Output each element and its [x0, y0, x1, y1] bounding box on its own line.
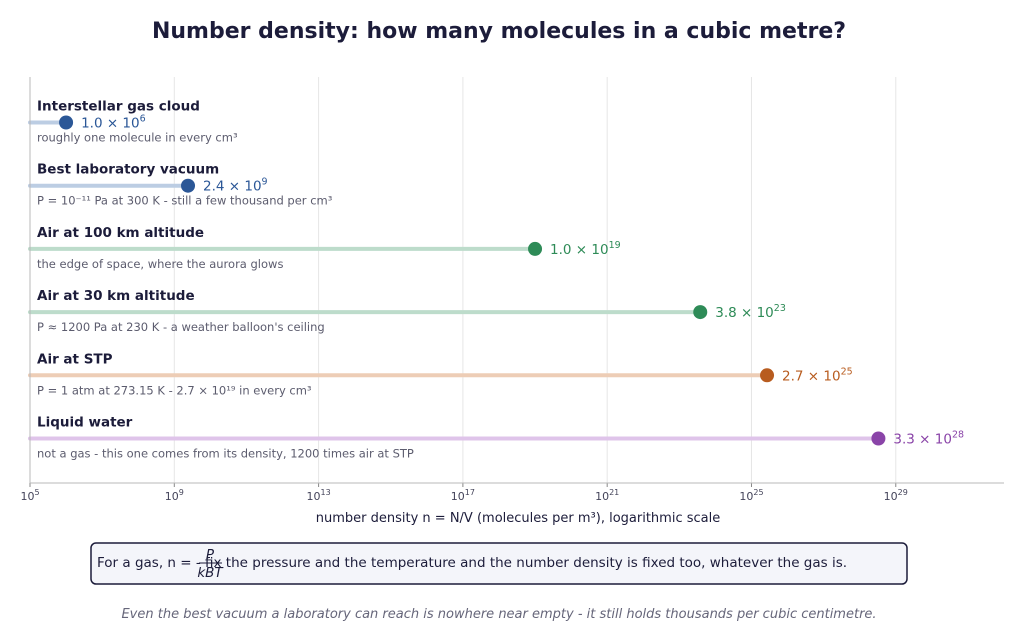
x-tick-label: 105 — [20, 488, 39, 503]
x-tick-label: 1021 — [595, 488, 619, 503]
row-dot — [528, 241, 543, 256]
x-axis-label: number density n = N/V (molecules per m³… — [316, 511, 720, 526]
data-row: Air at 100 km altitude 1.0 × 1019 the edge… — [28, 225, 621, 271]
row-dot — [693, 305, 708, 320]
row-note: P = 1 atm at 273.15 K - 2.7 × 10¹⁹ in ev… — [37, 383, 312, 397]
data-row: Air at STP 2.7 × 1025 P = 1 atm at 273.15 … — [28, 351, 853, 397]
data-row: Air at 30 km altitude 3.8 × 1023 P ≈ 1200 … — [28, 288, 786, 334]
row-label: Liquid water — [37, 415, 133, 431]
row-note: the edge of space, where the aurora glow… — [37, 257, 283, 271]
row-dot — [760, 368, 775, 383]
row-label: Air at 30 km altitude — [37, 288, 195, 304]
row-dot — [871, 431, 886, 446]
formula-text: For a gas, n = - fix the pressure and th… — [97, 555, 847, 571]
row-note: P ≈ 1200 Pa at 230 K - a weather balloon… — [37, 320, 325, 334]
x-axis: 105 109 1013 1017 1021 1025 1029 — [20, 77, 1004, 503]
row-note: P = 10⁻¹¹ Pa at 300 K - still a few thou… — [37, 194, 333, 208]
formula-numerator: P — [206, 547, 215, 563]
x-tick-label: 109 — [165, 488, 184, 503]
row-dot — [181, 178, 196, 193]
chart-title: Number density: how many molecules in a … — [152, 19, 846, 44]
footnote: Even the best vacuum a laboratory can re… — [121, 607, 876, 622]
x-tick-label: 1013 — [306, 488, 330, 503]
row-dot — [59, 115, 74, 130]
row-label: Best laboratory vacuum — [37, 162, 219, 178]
formula-prefix: For a gas, n = — [97, 555, 196, 571]
x-tick-label: 1017 — [451, 488, 475, 503]
formula-denominator: kBT — [197, 565, 224, 581]
data-row: Liquid water 3.3 × 1028 not a gas - this o… — [28, 415, 964, 461]
row-value-label: 2.7 × 1025 — [782, 366, 853, 384]
row-label: Air at 100 km altitude — [37, 225, 204, 241]
row-value-label: 1.0 × 1019 — [550, 240, 621, 258]
formula-suffix: - fix the pressure and the temperature a… — [196, 555, 847, 571]
row-note: not a gas - this one comes from its dens… — [37, 447, 414, 461]
row-value-label: 3.8 × 1023 — [715, 303, 786, 321]
row-label: Interstellar gas cloud — [37, 99, 200, 115]
row-value-label: 2.4 × 109 — [203, 177, 268, 195]
grid — [173, 77, 897, 483]
x-tick-label: 1029 — [884, 488, 908, 503]
formula-box: For a gas, n = - fix the pressure and th… — [90, 542, 908, 585]
row-value-label: 1.0 × 106 — [81, 114, 146, 132]
row-note: roughly one molecule in every cm³ — [37, 131, 238, 145]
row-label: Air at STP — [37, 351, 113, 367]
x-tick-label: 1025 — [739, 488, 763, 503]
row-value-label: 3.3 × 1028 — [893, 430, 964, 448]
formula-box-frame — [90, 542, 908, 585]
